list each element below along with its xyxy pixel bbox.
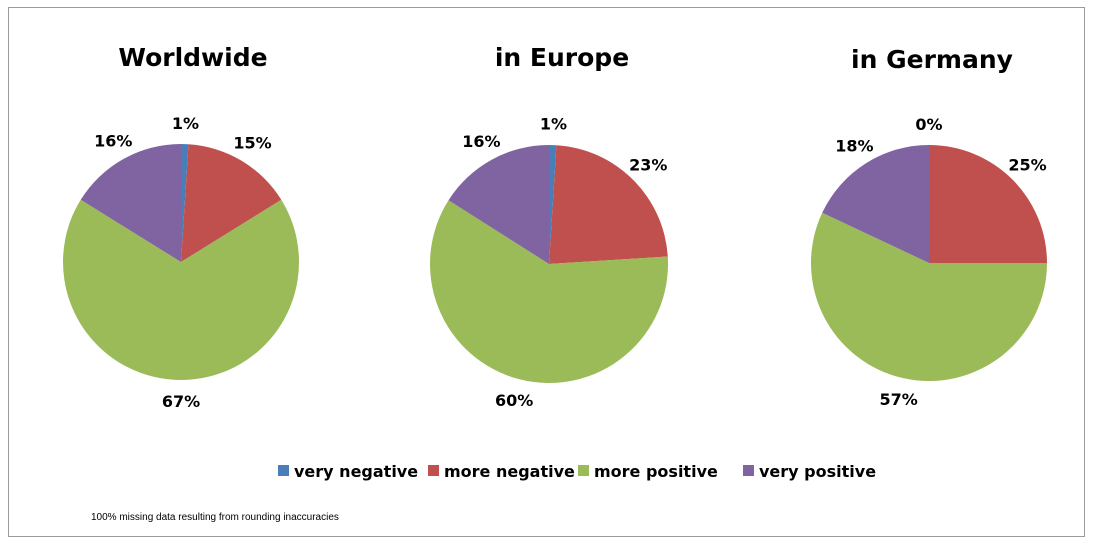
legend-label: more positive — [594, 462, 718, 481]
pie-slice-more-negative — [929, 145, 1047, 263]
pie-slice-more-negative — [181, 144, 282, 262]
pie-slice-more-positive — [430, 200, 669, 383]
pie-slice-very-positive — [448, 144, 549, 264]
legend-item-very-negative: very negative — [278, 462, 418, 481]
slice-label-very-positive: 18% — [835, 136, 873, 155]
pie-chart-worldwide: Worldwide 1% 15% 67% 16% — [62, 43, 299, 411]
pie-slice-very-negative — [549, 144, 557, 264]
pies-group: Worldwide 1% 15% 67% 16% in Europe 1% 23% 60% 16%… — [62, 43, 1047, 411]
pie-title: in Germany — [851, 45, 1013, 74]
pie-chart-in-europe: in Europe 1% 23% 60% 16% — [430, 43, 669, 410]
slice-label-more-negative: 25% — [1008, 156, 1046, 175]
legend-label: more negative — [444, 462, 575, 481]
slice-label-very-negative: 1% — [172, 114, 199, 133]
slice-label-more-positive: 67% — [162, 392, 200, 411]
slice-label-more-positive: 57% — [879, 390, 917, 409]
slice-label-very-negative: 0% — [915, 115, 942, 134]
pie-title: Worldwide — [118, 43, 267, 72]
legend-swatch — [743, 465, 754, 476]
slice-label-very-positive: 16% — [94, 131, 132, 150]
slice-label-very-negative: 1% — [540, 115, 567, 134]
legend-item-more-negative: more negative — [428, 462, 575, 481]
legend-label: very negative — [294, 462, 418, 481]
slice-label-more-negative: 15% — [233, 134, 271, 153]
pie-title: in Europe — [495, 43, 629, 72]
pie-slice-very-positive — [80, 144, 181, 262]
footnote: 100% missing data resulting from roundin… — [91, 512, 339, 523]
legend-item-more-positive: more positive — [578, 462, 718, 481]
slice-label-more-negative: 23% — [629, 156, 667, 175]
legend: very negative more negative more positive v… — [278, 462, 876, 481]
pie-slice-very-negative — [181, 144, 189, 262]
pie-chart-in-germany: in Germany 0% 25% 57% 18% — [810, 45, 1047, 409]
pie-slice-more-positive — [62, 199, 299, 380]
legend-swatch — [278, 465, 289, 476]
legend-label: very positive — [759, 462, 876, 481]
legend-swatch — [578, 465, 589, 476]
pie-slice-more-positive — [810, 212, 1047, 382]
slice-label-very-positive: 16% — [462, 132, 500, 151]
legend-item-very-positive: very positive — [743, 462, 876, 481]
slice-label-more-positive: 60% — [495, 391, 533, 410]
legend-swatch — [428, 465, 439, 476]
pie-slice-more-negative — [549, 145, 668, 264]
pie-slice-very-positive — [822, 145, 929, 263]
